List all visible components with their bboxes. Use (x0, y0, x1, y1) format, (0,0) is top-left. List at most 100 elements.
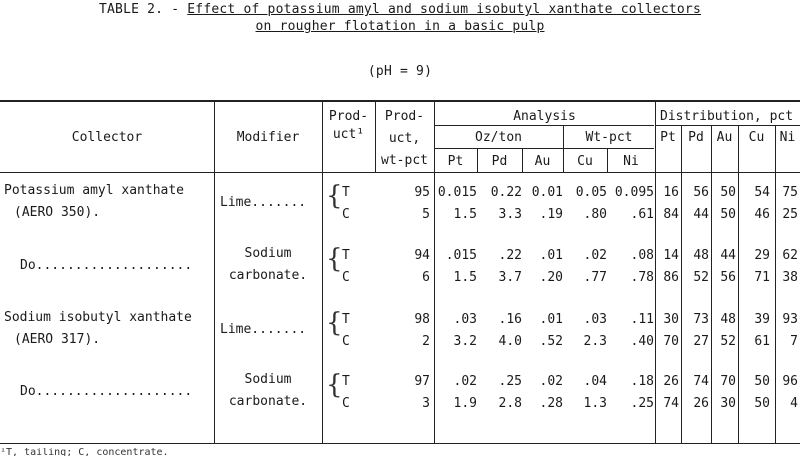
cell-dist-ni: 25 (782, 207, 798, 222)
cell-analysis-pd: 0.22 (490, 185, 522, 200)
cell-analysis-pt: .03 (453, 312, 477, 327)
header-modifier: Modifier (236, 130, 300, 145)
cell-analysis-au: .28 (539, 396, 563, 411)
cell-analysis-pt: 0.015 (437, 185, 477, 200)
cell-analysis-cu: 1.3 (583, 396, 607, 411)
cell-dist-pt: 30 (663, 312, 679, 327)
cell-analysis-au: .01 (539, 312, 563, 327)
modifier-line1: Sodium (244, 372, 292, 387)
col-divider-cu-ni (607, 149, 608, 173)
cell-product: C (342, 396, 350, 411)
collector-ditto: Do.................... (20, 384, 193, 399)
header-dist-ni: Ni (779, 130, 796, 145)
cell-dist-pt: 26 (663, 374, 679, 389)
cell-analysis-ni: .40 (630, 334, 654, 349)
cell-dist-ni: 96 (782, 374, 798, 389)
cell-dist-ni: 75 (782, 185, 798, 200)
cell-analysis-ni: .08 (630, 248, 654, 263)
header-analysis-pt: Pt (447, 154, 464, 169)
cell-product: T (342, 248, 350, 263)
table-title-continuation: on rougher flotation in a basic pulp (255, 19, 545, 34)
col-divider-pt-pd (477, 149, 478, 173)
cell-dist-au: 50 (720, 207, 736, 222)
cell-analysis-au: 0.01 (531, 185, 563, 200)
header-analysis-au: Au (534, 154, 551, 169)
header-dist-pd: Pd (688, 130, 704, 145)
collector-name: Sodium isobutyl xanthate (4, 310, 192, 325)
header-bottom-rule (0, 172, 800, 173)
cell-analysis-cu: .80 (583, 207, 607, 222)
modifier-line2: carbonate. (228, 394, 308, 409)
cell-analysis-ni: 0.095 (614, 185, 654, 200)
cell-product-wt: 97 (414, 374, 430, 389)
cell-dist-au: 56 (720, 270, 736, 285)
cell-analysis-cu: .04 (583, 374, 607, 389)
cell-product-wt: 2 (422, 334, 430, 349)
cell-product-wt: 95 (414, 185, 430, 200)
cell-analysis-au: .20 (539, 270, 563, 285)
col-divider-dist-pt-pd (681, 125, 682, 443)
cell-analysis-ni: .25 (630, 396, 654, 411)
header-analysis-cu: Cu (577, 154, 593, 169)
cell-analysis-pt: .015 (445, 248, 477, 263)
cell-dist-pt: 14 (663, 248, 679, 263)
cell-dist-au: 30 (720, 396, 736, 411)
cell-dist-pt: 74 (663, 396, 679, 411)
header-collector: Collector (71, 130, 143, 145)
cell-product-wt: 94 (414, 248, 430, 263)
cell-analysis-au: .19 (539, 207, 563, 222)
col-divider-wt-header (375, 102, 376, 173)
header-product-wt-line1: Prod- (384, 109, 425, 124)
cell-dist-pt: 86 (663, 270, 679, 285)
cell-dist-ni: 4 (790, 396, 798, 411)
cell-dist-cu: 39 (754, 312, 770, 327)
cell-dist-au: 50 (720, 185, 736, 200)
table-title-line-2: on rougher flotation in a basic pulp (0, 19, 800, 34)
product-brace: { (326, 181, 343, 211)
cell-analysis-pd: .22 (498, 248, 522, 263)
distribution-subrule (655, 125, 800, 126)
cell-dist-cu: 71 (754, 270, 770, 285)
col-divider-dist-au-cu (738, 125, 739, 443)
table-title-line-1: TABLE 2. - Effect of potassium amyl and … (0, 2, 800, 17)
cell-analysis-pd: 4.0 (498, 334, 522, 349)
cell-dist-ni: 62 (782, 248, 798, 263)
cell-analysis-pt: 1.9 (453, 396, 477, 411)
cell-dist-ni: 93 (782, 312, 798, 327)
col-divider-pd-au (522, 149, 523, 173)
cell-analysis-au: .52 (539, 334, 563, 349)
bottom-rule (0, 443, 800, 444)
header-dist-pt: Pt (660, 130, 676, 145)
cell-product-wt: 98 (414, 312, 430, 327)
cell-dist-cu: 50 (754, 374, 770, 389)
cell-analysis-ni: .11 (630, 312, 654, 327)
modifier-name: Lime....... (220, 322, 307, 337)
col-divider-dist-cu-ni (775, 125, 776, 443)
cell-dist-au: 44 (720, 248, 736, 263)
header-product-wt-line2: uct, (388, 131, 421, 146)
cell-product: C (342, 207, 350, 222)
cell-analysis-pt: 3.2 (453, 334, 477, 349)
cell-product: C (342, 334, 350, 349)
cell-product: T (342, 312, 350, 327)
collector-code: (AERO 317). (14, 332, 101, 347)
cell-dist-pd: 26 (693, 396, 709, 411)
table-title-main: Effect of potassium amyl and sodium isob… (187, 2, 701, 17)
cell-analysis-cu: .77 (583, 270, 607, 285)
cell-analysis-pt: 1.5 (453, 270, 477, 285)
col-divider-modifier (214, 102, 215, 443)
analysis-unit-rule (434, 148, 654, 149)
collector-name: Potassium amyl xanthate (4, 183, 185, 198)
cell-analysis-ni: .78 (630, 270, 654, 285)
header-product-wt-line3: wt-pct (381, 153, 428, 168)
cell-analysis-ni: .18 (630, 374, 654, 389)
cell-dist-au: 48 (720, 312, 736, 327)
cell-dist-cu: 61 (754, 334, 770, 349)
cell-dist-au: 52 (720, 334, 736, 349)
col-divider-analysis (434, 102, 435, 443)
col-divider-product (322, 102, 323, 443)
cell-dist-pt: 70 (663, 334, 679, 349)
cell-analysis-cu: 0.05 (575, 185, 607, 200)
cell-product-wt: 6 (422, 270, 430, 285)
